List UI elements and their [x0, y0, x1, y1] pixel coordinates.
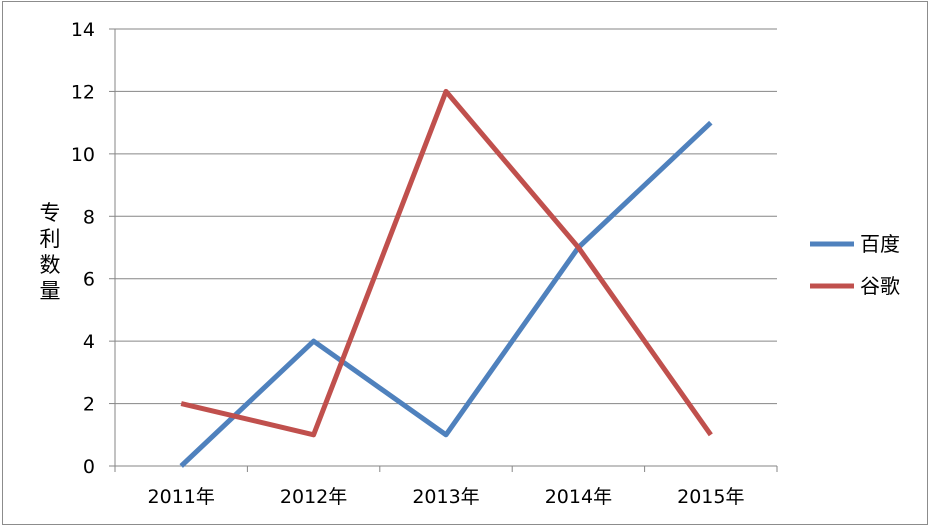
y-axis-title-char: 量: [40, 279, 61, 303]
legend-label-0: 百度: [860, 232, 900, 256]
x-tick-label-4: 2015年: [677, 486, 744, 508]
y-tick-label-8: 8: [83, 206, 95, 228]
x-tick-label-3: 2014年: [545, 486, 612, 508]
y-tick-label-10: 10: [71, 144, 95, 166]
y-tick-labels: 0 2 4 6 8 10 12 14: [71, 19, 95, 478]
x-tick-labels: 2011年 2012年 2013年 2014年 2015年: [148, 486, 745, 508]
axes: [109, 28, 778, 472]
x-tick-label-0: 2011年: [148, 486, 215, 508]
y-tick-label-6: 6: [83, 269, 95, 291]
gridlines: [115, 28, 777, 405]
y-tick-label-4: 4: [83, 331, 95, 353]
y-axis-title-char: 专: [40, 201, 61, 225]
y-tick-label-14: 14: [71, 19, 95, 41]
series-line-0: [179, 120, 713, 468]
y-tick-label-12: 12: [71, 81, 95, 103]
x-tick-label-1: 2012年: [280, 486, 347, 508]
y-axis-title-char: 数: [40, 253, 61, 277]
series-line-1: [180, 88, 713, 438]
y-tick-label-0: 0: [83, 456, 95, 478]
legend-label-1: 谷歌: [860, 274, 900, 298]
series-lines: [179, 88, 713, 468]
y-tick-label-2: 2: [83, 394, 95, 416]
x-tick-label-2: 2013年: [412, 486, 479, 508]
y-axis-title-char: 利: [40, 227, 61, 251]
